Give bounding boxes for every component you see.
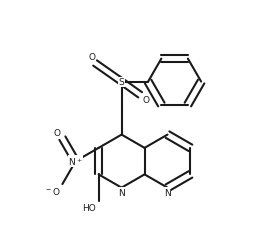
Text: O: O bbox=[53, 128, 60, 137]
Text: N$^+$: N$^+$ bbox=[68, 156, 83, 167]
Text: HO: HO bbox=[82, 203, 96, 212]
Text: $^-$O: $^-$O bbox=[43, 185, 60, 196]
Text: S: S bbox=[119, 78, 124, 87]
Text: O: O bbox=[142, 95, 150, 104]
Text: N: N bbox=[164, 188, 171, 197]
Text: N: N bbox=[118, 188, 125, 197]
Text: O: O bbox=[88, 52, 95, 61]
